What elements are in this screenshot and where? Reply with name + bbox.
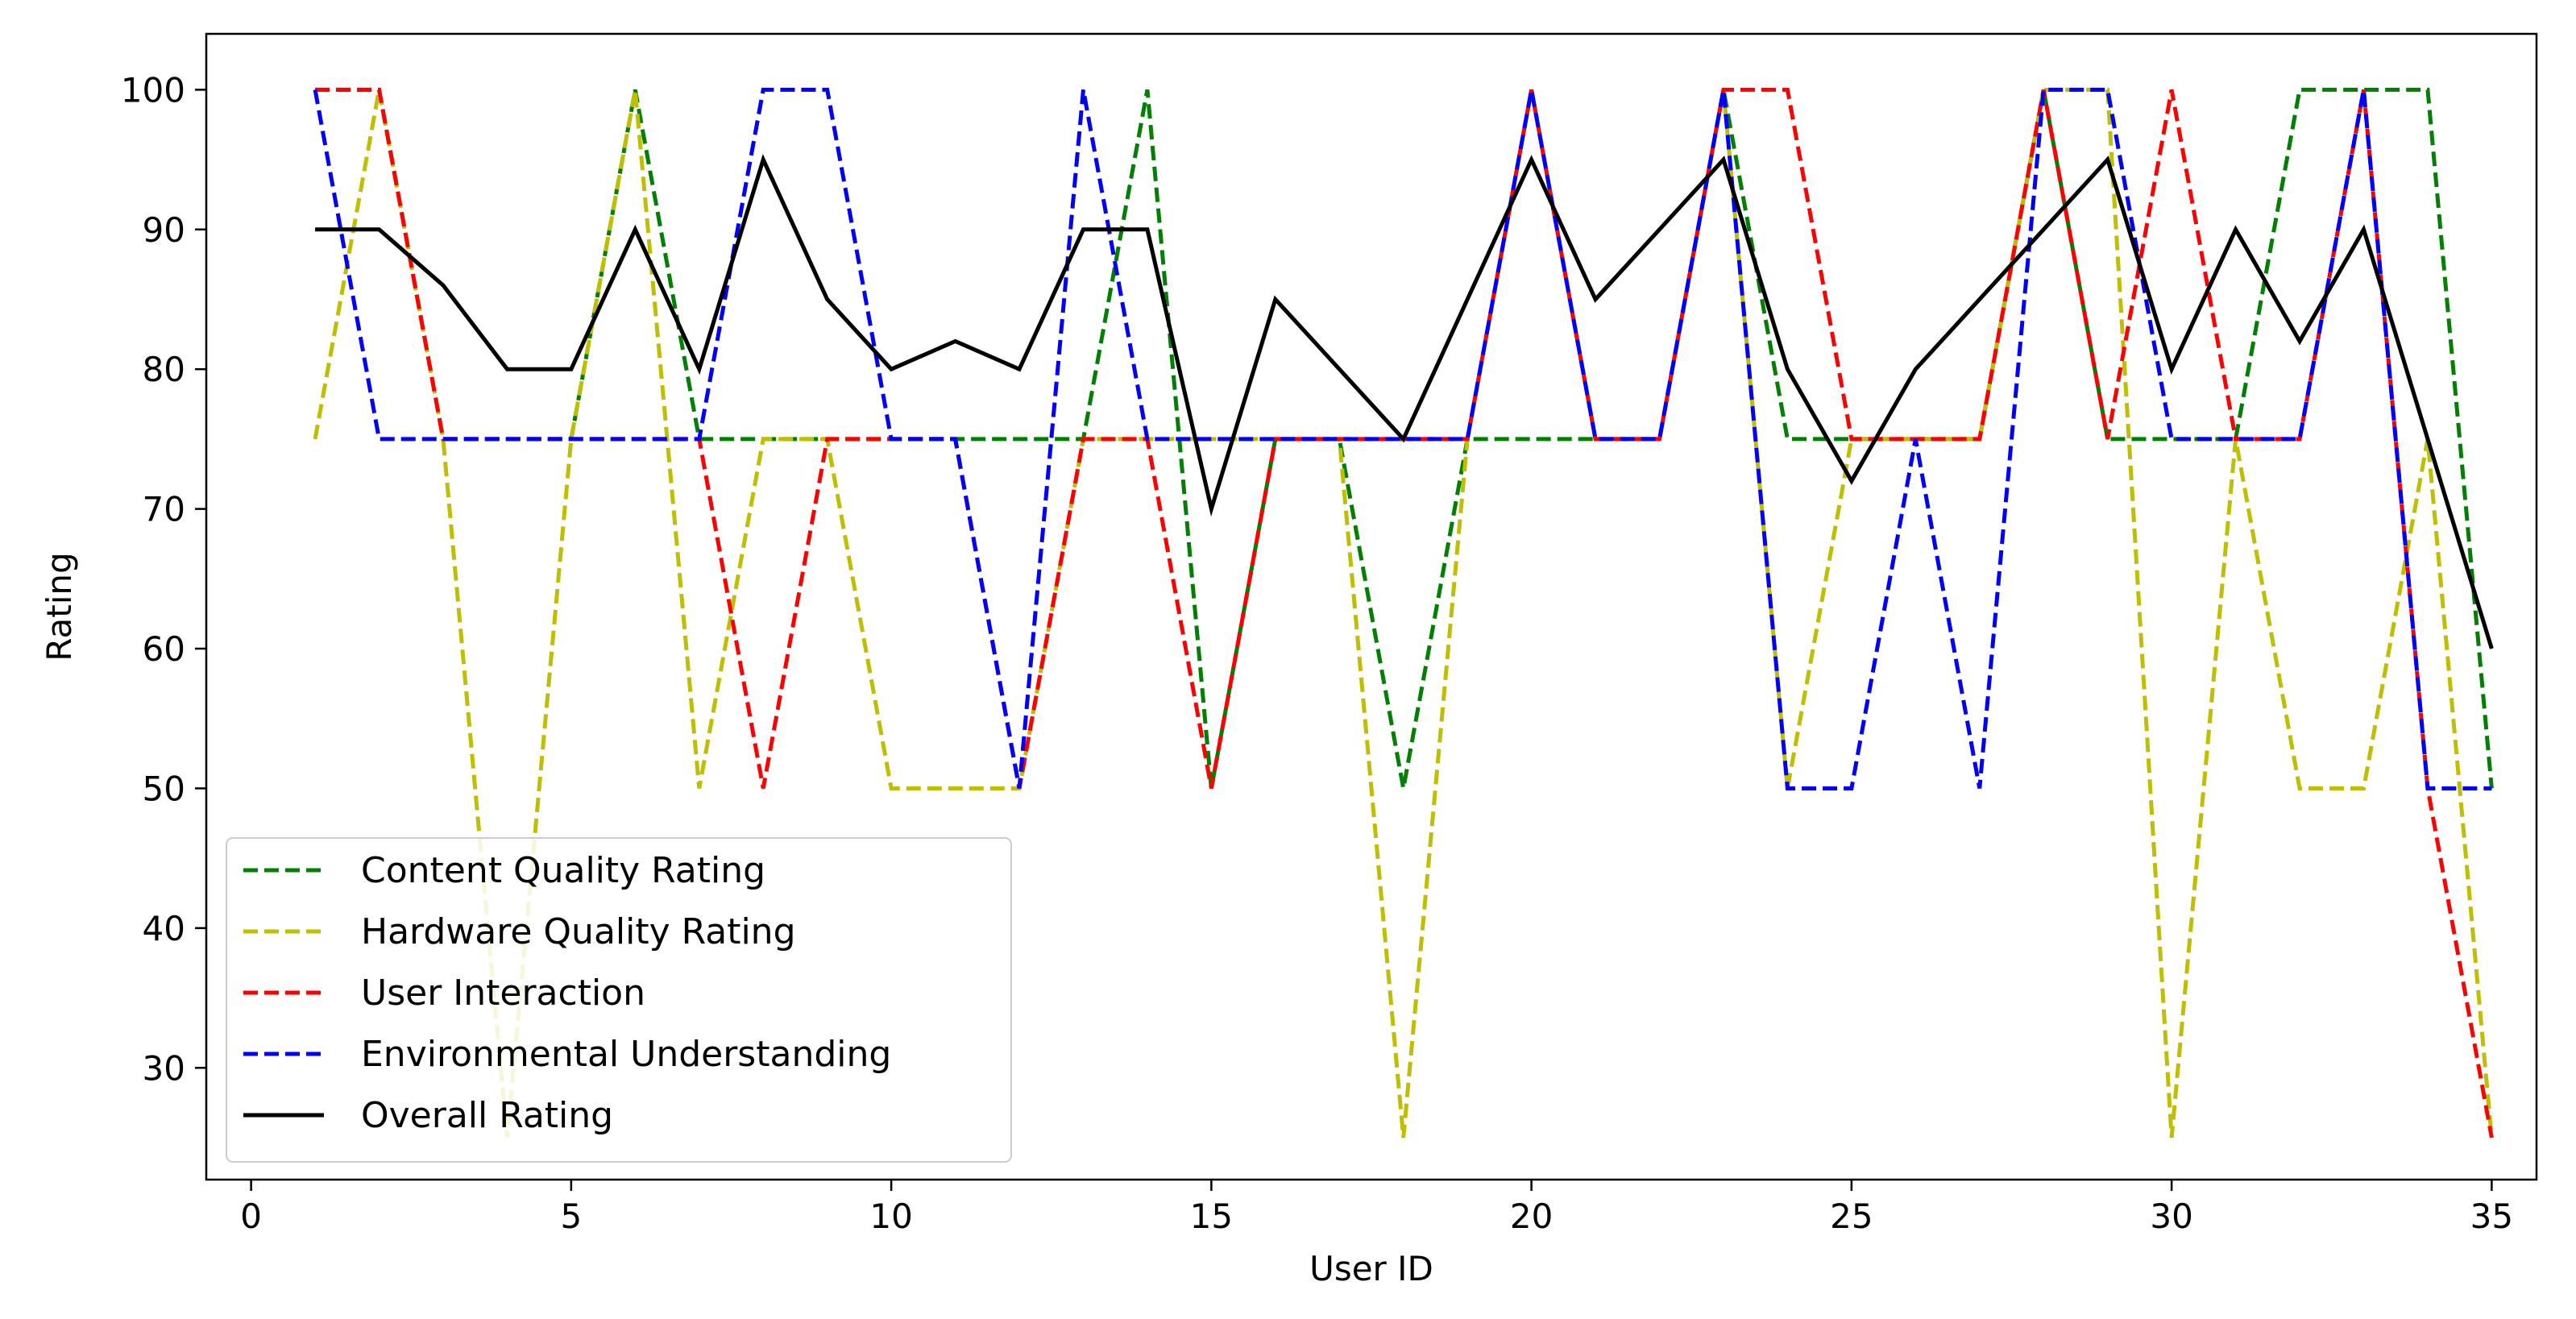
series-line-3 [313,87,2492,790]
y-tick-label: 40 [143,909,185,948]
plot-area [205,32,2538,1181]
series-layer [313,87,2494,1139]
y-tick-label: 100 [121,70,185,110]
legend-label: Content Quality Rating [361,850,765,891]
legend-label: Hardware Quality Rating [361,911,796,952]
x-tick-label: 10 [869,1197,912,1236]
y-axis: 30 40 50 60 70 80 90 100 [121,70,206,1088]
x-tick-label: 30 [2150,1197,2192,1236]
legend-items: Content Quality Rating Hardware Quality R… [243,850,891,1136]
series-line-4 [315,154,2494,649]
y-tick-label: 70 [143,490,185,529]
x-tick-label: 20 [1510,1197,1553,1236]
x-axis-label: User ID [1309,1249,1433,1288]
x-axis: 0 5 10 15 20 25 30 35 [240,1180,2513,1236]
legend-box [226,837,1012,1163]
y-tick-label: 50 [143,769,185,808]
legend-label: User Interaction [361,973,645,1014]
x-tick-label: 15 [1190,1197,1233,1236]
x-tick-label: 25 [1830,1197,1873,1236]
y-tick-label: 80 [143,350,185,389]
legend: Content Quality Rating Hardware Quality R… [226,837,1012,1163]
y-tick-label: 90 [143,210,185,250]
legend-label: Overall Rating [361,1095,613,1136]
legend-label: Environmental Understanding [361,1034,891,1075]
y-tick-label: 30 [143,1048,185,1088]
plot-frame [205,32,2538,1181]
series-line-1 [313,87,2494,1139]
x-tick-label: 35 [2470,1197,2513,1236]
x-tick-label: 0 [240,1197,262,1236]
y-tick-label: 60 [143,629,185,669]
x-tick-label: 5 [561,1197,583,1236]
y-axis-label: Rating [39,552,79,661]
